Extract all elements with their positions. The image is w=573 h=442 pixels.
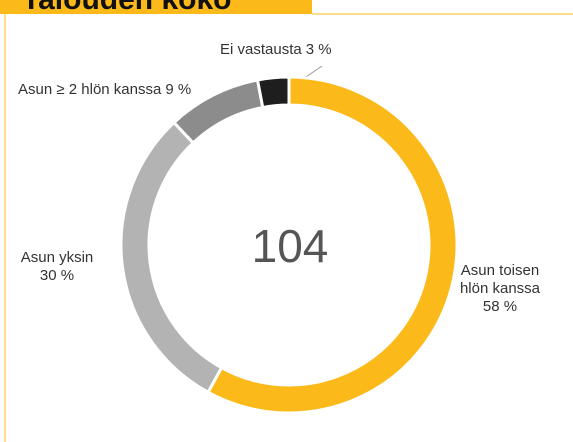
value-label: 3 %: [305, 41, 332, 58]
donut-slice: [119, 120, 224, 395]
value-label: 9 %: [165, 81, 192, 98]
category-name: Asun ≥ 2 hlön kanssa: [18, 81, 162, 98]
chart-title: Talouden koko: [0, 0, 312, 15]
slice-label: Asun yksin 30 %: [12, 249, 102, 285]
category-name: Asun toisen hlön kanssa: [459, 262, 541, 297]
donut-slice: [255, 75, 291, 110]
category-name: Asun yksin: [20, 249, 94, 266]
slice-label: Asun toisen hlön kanssa 58 %: [450, 262, 550, 316]
center-total: 104: [252, 220, 329, 272]
slice-label: Asun ≥ 2 hlön kanssa 9 %: [18, 81, 258, 99]
donut-slice: [206, 75, 459, 415]
slice-label: Ei vastausta 3 %: [220, 41, 420, 59]
value-label: 30 %: [39, 267, 75, 284]
value-label: 58 %: [482, 298, 518, 315]
category-name: Ei vastausta: [220, 41, 302, 58]
